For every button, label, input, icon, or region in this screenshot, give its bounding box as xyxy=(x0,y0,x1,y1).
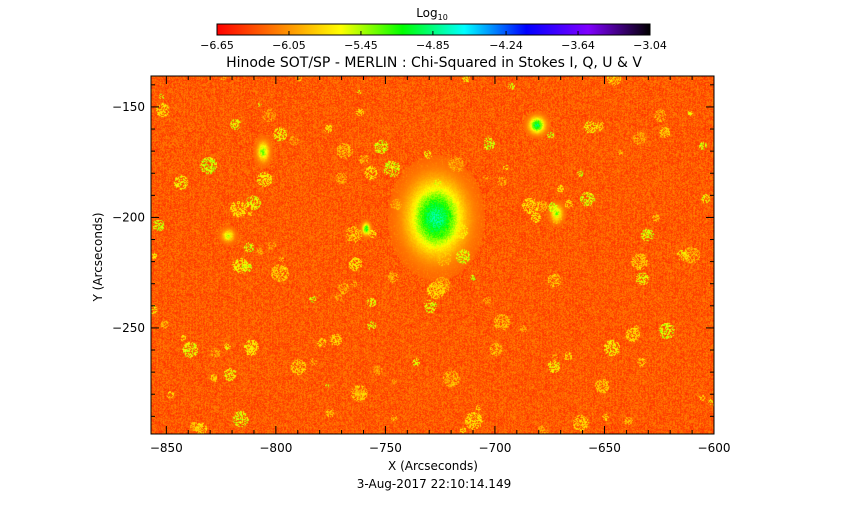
y-tick-label: −250 xyxy=(112,321,145,335)
x-tick-label: −800 xyxy=(259,441,292,455)
x-tick-label: −700 xyxy=(478,441,511,455)
y-axis-title: Y (Arcseconds) xyxy=(91,212,105,302)
y-axis: −150 −200 −250 xyxy=(112,84,714,417)
colorbar-tick-label: −6.05 xyxy=(272,39,306,52)
colorbar-tick-label: −4.85 xyxy=(416,39,450,52)
colorbar-tick-label: −3.64 xyxy=(561,39,595,52)
heatmap-canvas xyxy=(151,76,714,434)
chart-title: Hinode SOT/SP - MERLIN : Chi-Squared in … xyxy=(226,55,642,71)
x-tick-label: −600 xyxy=(698,441,731,455)
x-tick-label: −750 xyxy=(369,441,402,455)
colorbar-tick-label: −6.65 xyxy=(200,39,234,52)
colorbar-ticks: −6.65 −6.05 −5.45 −4.85 −4.24 −3.64 −3.04 xyxy=(200,31,667,52)
colorbar-title: Log10 xyxy=(416,6,448,22)
x-tick-label: −850 xyxy=(150,441,183,455)
x-axis: −850 −800 −750 −700 −650 −600 xyxy=(150,76,731,455)
y-tick-label: −150 xyxy=(112,100,145,114)
x-axis-title: X (Arcseconds) xyxy=(388,459,478,473)
colorbar-title-sub: 10 xyxy=(438,13,448,22)
x-tick-label: −650 xyxy=(588,441,621,455)
colorbar-tick-label: −5.45 xyxy=(344,39,378,52)
colorbar xyxy=(216,23,651,36)
colorbar-tick-label: −4.24 xyxy=(489,39,523,52)
plot-frame xyxy=(150,75,715,435)
heatmap-image xyxy=(151,76,714,434)
y-tick-label: −200 xyxy=(112,210,145,224)
colorbar-tick-label: −3.04 xyxy=(633,39,667,52)
timestamp: 3-Aug-2017 22:10:14.149 xyxy=(357,477,511,491)
colorbar-title-main: Log xyxy=(416,6,437,20)
